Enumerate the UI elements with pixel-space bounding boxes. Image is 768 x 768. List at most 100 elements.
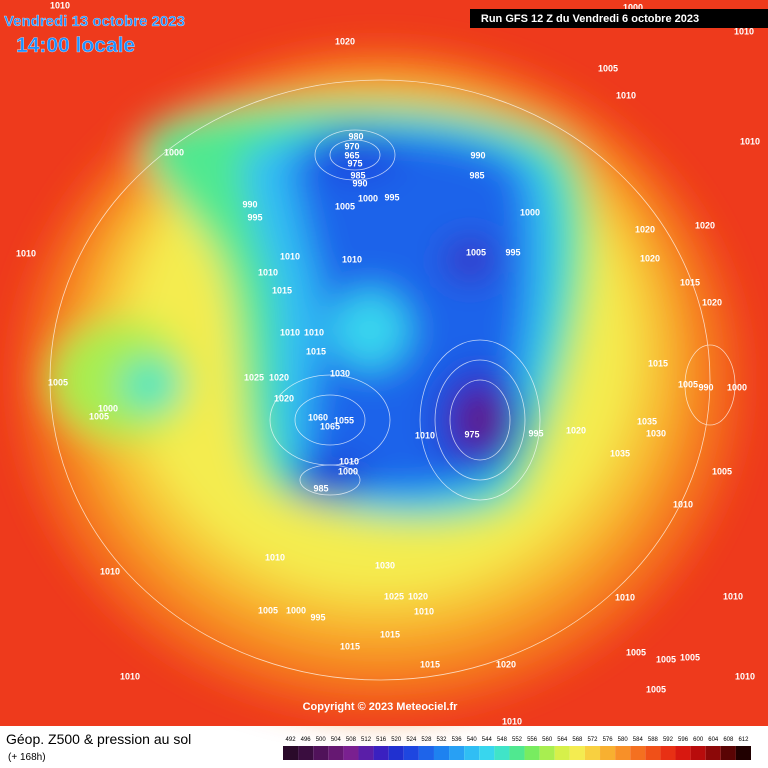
isobar-label: 995 bbox=[384, 192, 399, 202]
colorbar-label: 608 bbox=[723, 737, 734, 743]
colorbar-label: 604 bbox=[708, 737, 719, 743]
isobar-label: 990 bbox=[352, 178, 367, 188]
isobar-label: 1025 bbox=[244, 372, 264, 382]
colorbar-swatch bbox=[539, 746, 555, 760]
isobar-label: 1010 bbox=[120, 671, 140, 681]
colorbar-swatch bbox=[735, 746, 751, 760]
isobar-label: 1010 bbox=[616, 90, 636, 100]
isobar-label: 1005 bbox=[48, 377, 68, 387]
isobar-label: 1010 bbox=[502, 716, 522, 726]
isobar-label: 1005 bbox=[680, 652, 700, 662]
colorbar-swatch bbox=[705, 746, 721, 760]
isobar-label: 1015 bbox=[340, 641, 360, 651]
isobar-label: 1020 bbox=[695, 220, 715, 230]
isobar-label: 1010 bbox=[50, 0, 70, 10]
colorbar-label: 512 bbox=[361, 737, 372, 743]
isobar-label: 1020 bbox=[496, 659, 516, 669]
isobar-label: 995 bbox=[528, 428, 543, 438]
isobar-label: 995 bbox=[505, 247, 520, 257]
colorbar-label: 588 bbox=[648, 737, 659, 743]
isobar-label: 1005 bbox=[712, 466, 732, 476]
isobar-label: 980 bbox=[348, 131, 363, 141]
isobar-label: 995 bbox=[310, 612, 325, 622]
isobar-label: 1030 bbox=[375, 560, 395, 570]
colorbar-swatch bbox=[313, 746, 329, 760]
colorbar-swatch bbox=[720, 746, 736, 760]
isobar-label: 1010 bbox=[339, 456, 359, 466]
colorbar-swatch bbox=[569, 746, 585, 760]
colorbar-swatch bbox=[433, 746, 450, 760]
colorbar-label: 600 bbox=[693, 737, 704, 743]
colorbar-swatch bbox=[660, 746, 676, 760]
isobar-label: 1000 bbox=[520, 207, 540, 217]
isobar-label: 1020 bbox=[408, 591, 428, 601]
isobar-label: 975 bbox=[464, 429, 479, 439]
isobar-label: 1010 bbox=[280, 327, 300, 337]
isobar-label: 1010 bbox=[415, 430, 435, 440]
isobar-lines bbox=[49, 79, 736, 681]
colorbar-swatch bbox=[449, 746, 465, 760]
colorbar-swatch bbox=[675, 746, 691, 760]
isobar-label: 1010 bbox=[735, 671, 755, 681]
isobar-label: 1015 bbox=[272, 285, 292, 295]
colorbar-swatch bbox=[509, 746, 525, 760]
run-info: Run GFS 12 Z du Vendredi 6 octobre 2023 bbox=[481, 13, 699, 25]
run-box bbox=[470, 9, 768, 28]
colorbar-label: 552 bbox=[512, 737, 523, 743]
colorbar-label: 504 bbox=[331, 737, 342, 743]
isobar-label: 1065 bbox=[320, 421, 340, 431]
isobar-label: 1005 bbox=[646, 684, 666, 694]
isobar-label: 1010 bbox=[615, 592, 635, 602]
colorbar-swatch bbox=[464, 746, 480, 760]
colorbar-label: 536 bbox=[452, 737, 463, 743]
isobar-label: 1010 bbox=[673, 499, 693, 509]
isobar-label: 1005 bbox=[335, 201, 355, 211]
colorbar-swatch bbox=[328, 746, 344, 760]
isobar-label: 1015 bbox=[648, 358, 668, 368]
isobar-label: 1020 bbox=[566, 425, 586, 435]
isobar-label: 1000 bbox=[338, 466, 358, 476]
colorbar-swatch bbox=[283, 746, 299, 760]
isobar-label: 1010 bbox=[100, 566, 120, 576]
colorbar: 492 496 500 504 508 512 516 520 524 528 532 536 540 5… bbox=[283, 737, 751, 760]
colorbar-label: 612 bbox=[738, 737, 749, 743]
isobar-label: 1010 bbox=[280, 251, 300, 261]
colorbar-label: 568 bbox=[572, 737, 583, 743]
colorbar-swatch bbox=[388, 746, 404, 760]
isobar-label: 1015 bbox=[680, 277, 700, 287]
isobar-label: 1020 bbox=[269, 372, 289, 382]
colorbar-label: 508 bbox=[346, 737, 357, 743]
isobar-label: 1020 bbox=[702, 297, 722, 307]
colorbar-label: 564 bbox=[557, 737, 568, 743]
isobar-label: 965 bbox=[344, 150, 359, 160]
colorbar-swatch bbox=[630, 746, 646, 760]
isobar-label: 1030 bbox=[330, 368, 350, 378]
colorbar-swatch bbox=[373, 746, 389, 760]
colorbar-label: 492 bbox=[286, 737, 297, 743]
isobar-label: 1000 bbox=[286, 605, 306, 615]
isobar-label: 1005 bbox=[466, 247, 486, 257]
colorbar-label: 520 bbox=[391, 737, 402, 743]
colorbar-label: 584 bbox=[633, 737, 644, 743]
isobar-label: 970 bbox=[344, 141, 359, 151]
isobar-label: 985 bbox=[469, 170, 484, 180]
date: Vendredi 13 octobre 2023 bbox=[4, 13, 185, 30]
colorbar-swatch bbox=[418, 746, 434, 760]
colorbar-swatch bbox=[584, 746, 601, 760]
colorbar-swatch bbox=[479, 746, 495, 760]
isobar-label: 1005 bbox=[258, 605, 278, 615]
isobar-label: 1020 bbox=[335, 36, 355, 46]
isobar-label: 1000 bbox=[164, 147, 184, 157]
isobar-label: 1015 bbox=[306, 346, 326, 356]
isobar-label: 1005 bbox=[656, 654, 676, 664]
isobar-label: 1005 bbox=[598, 63, 618, 73]
footer-title: Géop. Z500 & pression au sol bbox=[6, 731, 191, 747]
isobar-label: 1010 bbox=[342, 254, 362, 264]
colorbar-swatch bbox=[343, 746, 359, 760]
colorbar-label: 544 bbox=[482, 737, 493, 743]
colorbar-label: 556 bbox=[527, 737, 538, 743]
colorbar-swatch bbox=[645, 746, 661, 760]
isobar-label: 1020 bbox=[635, 224, 655, 234]
